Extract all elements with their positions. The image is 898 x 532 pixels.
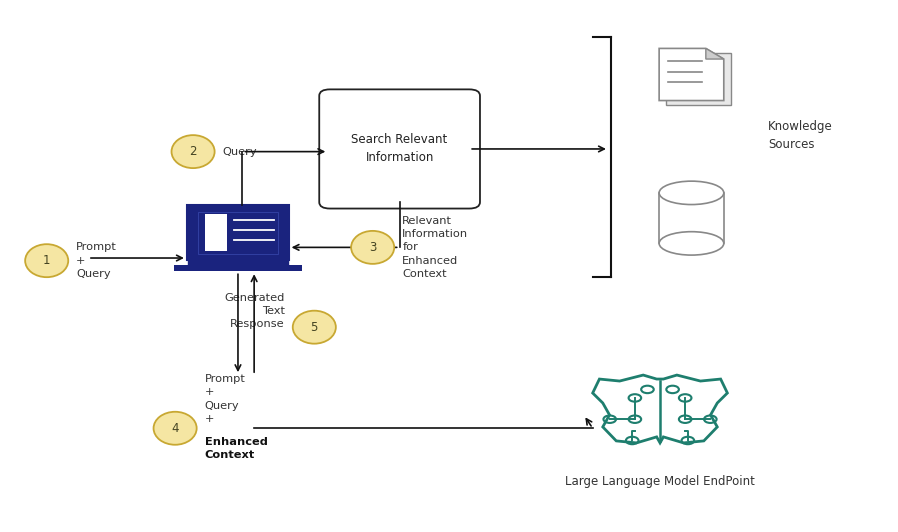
- Text: 4: 4: [172, 422, 179, 435]
- FancyBboxPatch shape: [198, 212, 277, 254]
- FancyBboxPatch shape: [189, 258, 287, 265]
- Text: 5: 5: [311, 321, 318, 334]
- FancyBboxPatch shape: [666, 53, 731, 105]
- FancyBboxPatch shape: [187, 205, 288, 260]
- Text: Knowledge
Sources: Knowledge Sources: [768, 120, 832, 151]
- Ellipse shape: [25, 244, 68, 277]
- Text: Query: Query: [223, 147, 258, 156]
- Text: 2: 2: [189, 145, 197, 158]
- Polygon shape: [706, 48, 724, 59]
- Text: Search Relevant
Information: Search Relevant Information: [351, 134, 448, 164]
- Text: 1: 1: [43, 254, 50, 267]
- Text: Prompt
+
Query
+: Prompt + Query +: [205, 374, 246, 424]
- Ellipse shape: [659, 181, 724, 205]
- Ellipse shape: [293, 311, 336, 344]
- Text: Generated
Text
Response: Generated Text Response: [224, 293, 285, 329]
- Ellipse shape: [154, 412, 197, 445]
- FancyBboxPatch shape: [320, 89, 480, 209]
- Ellipse shape: [172, 135, 215, 168]
- Text: Relevant
Information
for
Enhanced
Context: Relevant Information for Enhanced Contex…: [402, 216, 469, 279]
- Ellipse shape: [351, 231, 394, 264]
- Text: Prompt
+
Query: Prompt + Query: [76, 243, 118, 279]
- Text: Enhanced
Context: Enhanced Context: [205, 437, 268, 460]
- Polygon shape: [659, 48, 724, 101]
- Text: 3: 3: [369, 241, 376, 254]
- FancyBboxPatch shape: [659, 193, 724, 244]
- FancyBboxPatch shape: [206, 214, 227, 251]
- Ellipse shape: [659, 231, 724, 255]
- Text: Large Language Model EndPoint: Large Language Model EndPoint: [565, 475, 755, 488]
- FancyBboxPatch shape: [174, 265, 302, 271]
